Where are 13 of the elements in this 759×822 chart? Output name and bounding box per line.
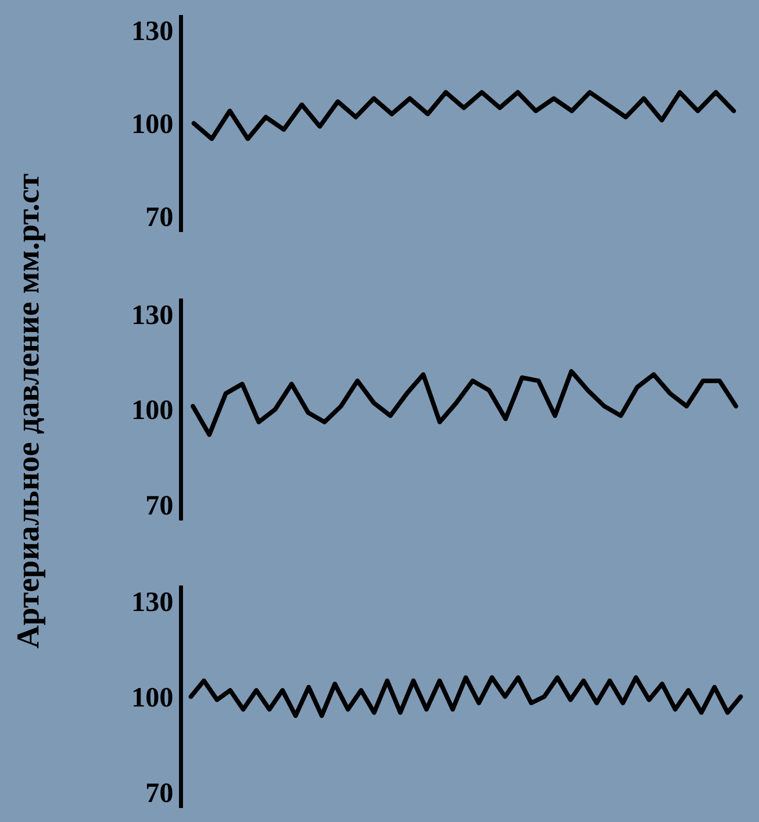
line-series	[188, 675, 743, 718]
y-tick-label: 100	[131, 109, 174, 140]
y-tick-label: 70	[145, 202, 174, 234]
y-tick-label: 100	[131, 682, 174, 714]
y-tick-label: 130	[131, 16, 174, 48]
y-tick-label: 100	[131, 395, 174, 426]
line-series	[192, 90, 736, 142]
line-series	[190, 369, 738, 437]
y-tick-label: 130	[131, 300, 174, 332]
y-tick-label: 70	[145, 490, 174, 522]
y-tick-label: 130	[131, 586, 174, 618]
y-axis-title: Артериальное давление мм.рт.ст	[9, 173, 46, 648]
y-tick-label: 70	[145, 778, 174, 809]
